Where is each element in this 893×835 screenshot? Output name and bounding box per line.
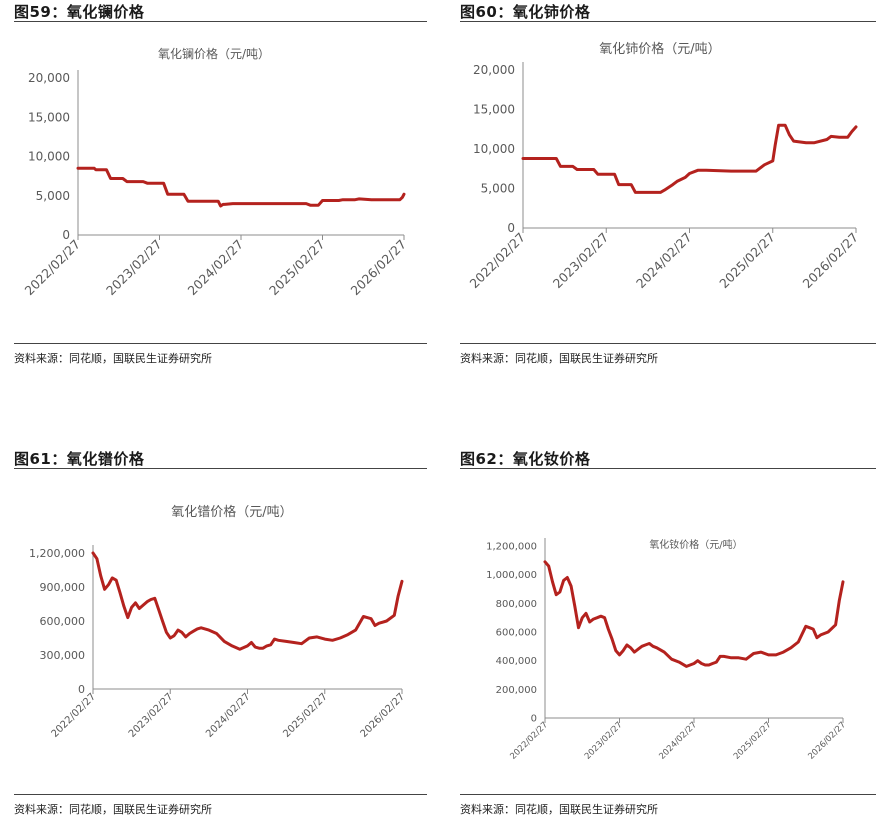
price-series-line [543, 560, 845, 668]
title-rule [14, 21, 427, 22]
y-tick-label: 0 [507, 221, 515, 235]
source-note: 资料来源：同花顺，国联民生证券研究所 [14, 352, 212, 365]
y-tick-label: 300,000 [40, 649, 86, 662]
x-tick-label: 2022/02/27 [508, 720, 550, 762]
x-tick-label: 2024/02/27 [185, 237, 247, 299]
y-tick-label: 10,000 [28, 150, 70, 164]
source-note: 资料来源：同花顺，国联民生证券研究所 [14, 803, 212, 816]
chart-title: 氧化铈价格（元/吨） [599, 41, 720, 57]
x-tick-label: 2022/02/27 [467, 230, 529, 292]
source-rule [14, 794, 427, 795]
title-rule [460, 468, 876, 469]
y-tick-label: 0 [531, 714, 537, 725]
chart-title: 氧化钕价格（元/吨） [649, 538, 742, 551]
y-tick-label: 1,200,000 [486, 542, 537, 553]
x-tick-label: 2026/02/27 [806, 720, 848, 762]
source-rule [460, 343, 876, 344]
x-tick-label: 2024/02/27 [657, 720, 699, 762]
figure-title: 图59：氧化镧价格 [14, 3, 145, 21]
x-tick-label: 2026/02/27 [348, 237, 410, 299]
chart-title: 氧化镧价格（元/吨） [158, 46, 270, 61]
title-rule [14, 468, 427, 469]
chart-lanthanum-oxide: 氧化镧价格（元/吨） 0 5,000 10,000 15,000 20,000 2022/0… [22, 46, 410, 299]
chart-neodymium-oxide: 氧化钕价格（元/吨） 0 200,000 400,000 600,000 800,000 1… [486, 538, 848, 762]
title-rule [460, 21, 876, 22]
y-tick-label: 5,000 [481, 182, 515, 196]
chart-praseodymium-oxide: 氧化镨价格（元/吨） 0 300,000 600,000 900,000 1,200,00… [29, 504, 408, 740]
chart-cerium-oxide: 氧化铈价格（元/吨） 0 5,000 10,000 15,000 20,000 2022/0… [467, 41, 862, 292]
x-tick-label: 2025/02/27 [281, 691, 330, 740]
chart-title: 氧化镨价格（元/吨） [171, 504, 292, 520]
price-series-line [91, 551, 404, 651]
x-tick-label: 2024/02/27 [204, 691, 253, 740]
x-tick-label: 2024/02/27 [633, 230, 695, 292]
price-series-line [521, 123, 858, 194]
y-tick-label: 600,000 [40, 615, 86, 628]
x-tick-label: 2023/02/27 [127, 691, 176, 740]
x-tick-label: 2023/02/27 [103, 237, 165, 299]
x-tick-label: 2026/02/27 [359, 691, 408, 740]
figure-title: 图60：氧化铈价格 [460, 3, 591, 21]
source-rule [460, 794, 876, 795]
x-tick-label: 2023/02/27 [550, 230, 612, 292]
y-tick-label: 20,000 [28, 71, 70, 85]
y-tick-label: 10,000 [473, 142, 515, 156]
x-tick-label: 2025/02/27 [716, 230, 778, 292]
y-tick-label: 900,000 [40, 581, 86, 594]
y-tick-label: 15,000 [28, 110, 70, 124]
y-tick-label: 400,000 [496, 656, 537, 667]
x-tick-label: 2026/02/27 [800, 230, 862, 292]
source-note: 资料来源：同花顺，国联民生证券研究所 [460, 803, 658, 816]
y-tick-label: 0 [78, 683, 85, 696]
y-tick-label: 800,000 [496, 599, 537, 610]
source-note: 资料来源：同花顺，国联民生证券研究所 [460, 352, 658, 365]
x-tick-label: 2022/02/27 [22, 237, 84, 299]
x-tick-label: 2025/02/27 [732, 720, 774, 762]
y-tick-label: 15,000 [473, 103, 515, 117]
y-tick-label: 200,000 [496, 685, 537, 696]
x-tick-label: 2025/02/27 [266, 237, 328, 299]
y-tick-label: 1,200,000 [29, 547, 85, 560]
y-tick-label: 0 [62, 228, 70, 242]
x-tick-label: 2022/02/27 [50, 691, 99, 740]
source-rule [14, 343, 427, 344]
y-tick-label: 600,000 [496, 628, 537, 639]
price-series-line [76, 166, 406, 208]
x-tick-label: 2023/02/27 [583, 720, 625, 762]
y-tick-label: 20,000 [473, 63, 515, 77]
figure-title: 图61：氧化镨价格 [14, 450, 145, 468]
figure-title: 图62：氧化钕价格 [460, 450, 591, 468]
y-tick-label: 5,000 [36, 189, 70, 203]
y-tick-label: 1,000,000 [486, 570, 537, 581]
